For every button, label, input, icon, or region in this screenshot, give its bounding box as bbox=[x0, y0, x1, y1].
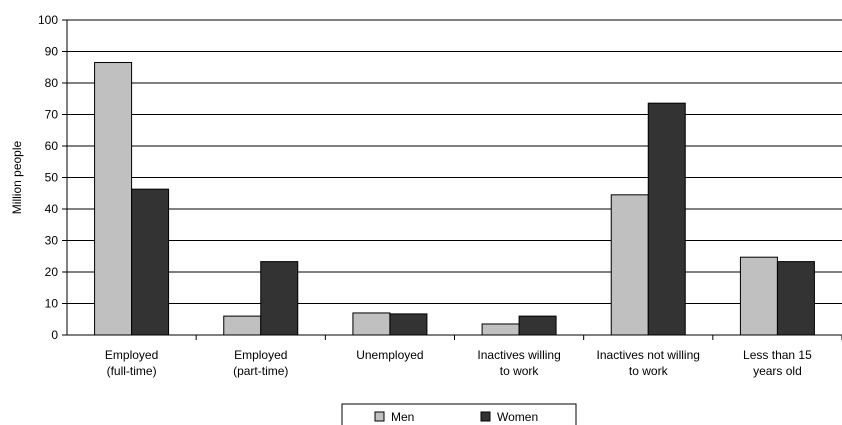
bars bbox=[94, 62, 815, 336]
y-tick-label: 30 bbox=[45, 234, 59, 248]
y-tick-label: 50 bbox=[45, 171, 59, 185]
legend-swatch-women bbox=[480, 411, 491, 422]
bar-men bbox=[610, 194, 649, 336]
bar-women bbox=[647, 102, 686, 336]
x-category-label: Inactives willing to work bbox=[477, 348, 560, 378]
legend-swatch-men bbox=[374, 411, 385, 422]
y-tick-label: 80 bbox=[45, 76, 59, 90]
y-axis-ticks: 0 10 20 30 40 50 60 70 80 90 100 bbox=[38, 13, 67, 342]
bar-men bbox=[94, 62, 133, 336]
bar-women bbox=[131, 188, 170, 336]
bar-men bbox=[481, 323, 520, 336]
gridlines bbox=[67, 19, 842, 304]
bar-men bbox=[739, 256, 778, 336]
legend-label-women: Women bbox=[497, 410, 538, 424]
bar-men bbox=[352, 312, 391, 336]
y-tick-label: 10 bbox=[45, 297, 59, 311]
y-axis-title: Million people bbox=[10, 140, 24, 214]
legend-box bbox=[341, 403, 577, 425]
x-category-label: Employed (full-time) bbox=[105, 348, 158, 378]
y-tick-label: 20 bbox=[45, 265, 59, 279]
x-axis-categories: Employed (full-time) Employed (part-time) Un… bbox=[105, 335, 842, 378]
y-tick-label: 60 bbox=[45, 139, 59, 153]
x-category-label: Less than 15 years old bbox=[743, 348, 812, 378]
legend-label-men: Men bbox=[391, 410, 414, 424]
x-category-label: Unemployed bbox=[356, 348, 423, 362]
bar-women bbox=[518, 315, 557, 336]
y-tick-label: 90 bbox=[45, 45, 59, 59]
bar-women bbox=[776, 261, 815, 336]
bar-women bbox=[260, 261, 299, 336]
y-tick-label: 70 bbox=[45, 108, 59, 122]
y-tick-label: 100 bbox=[38, 13, 58, 27]
y-tick-label: 40 bbox=[45, 202, 59, 216]
y-tick-label: 0 bbox=[51, 328, 58, 342]
x-category-label: Employed (part-time) bbox=[233, 348, 288, 378]
x-category-label: Inactives not willing to work bbox=[597, 348, 700, 378]
bar-men bbox=[223, 315, 262, 336]
bar-women bbox=[389, 313, 428, 336]
legend: Men Women bbox=[341, 403, 577, 425]
